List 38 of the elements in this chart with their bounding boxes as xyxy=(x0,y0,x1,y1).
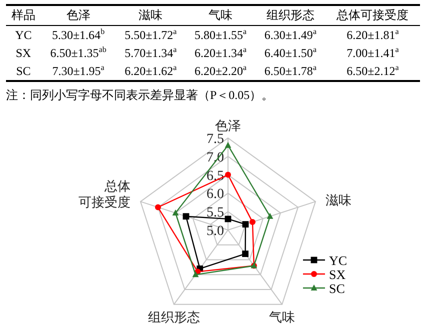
category-label: 样品 xyxy=(10,7,36,24)
legend-label: SX xyxy=(329,267,346,282)
text: 注：同列小写字母不同表示差异显著（P＜0.05）。 xyxy=(6,87,275,104)
y-tick-label: 5.5 xyxy=(206,206,224,221)
text: 5.30±1.64$^{b}$ xyxy=(52,27,105,42)
category-label: 色泽 xyxy=(65,7,92,24)
legend-label: YC xyxy=(329,253,348,268)
y-tick-label: 5.0 xyxy=(206,224,224,239)
spoke-label: 滋味 xyxy=(325,192,352,208)
text: 6.30±1.49$^{a}$ xyxy=(264,27,316,42)
text: 6.40±1.50$^{a}$ xyxy=(264,45,316,60)
text: 7.00±1.41$^{a}$ xyxy=(346,45,399,60)
text: 5.80±1.55$^{a}$ xyxy=(194,27,247,42)
spoke-label: 组织形态 xyxy=(148,309,200,324)
text: 6.20±1.81$^{a}$ xyxy=(346,27,399,42)
spoke-label: 总体可接受度 xyxy=(78,178,131,210)
text: 5.50±1.72$^{a}$ xyxy=(124,27,177,42)
category-label: 组织形态 xyxy=(265,7,316,24)
y-tick-label: 7.5 xyxy=(206,132,224,147)
text: 6.20±2.20$^{a}$ xyxy=(194,63,247,78)
y-tick-label: 6.0 xyxy=(206,187,224,202)
text: 6.50±1.78$^{a}$ xyxy=(264,63,316,78)
text: 6.20±1.34$^{a}$ xyxy=(194,45,247,60)
category-label: SX xyxy=(16,46,32,60)
text: 6.20±1.62$^{a}$ xyxy=(124,63,177,78)
category-label: 滋味 xyxy=(138,7,164,24)
text: 6.50±1.35$^{ab}$ xyxy=(50,45,106,60)
spoke-label: 气味 xyxy=(269,309,296,324)
text: 5.70±1.34$^{a}$ xyxy=(124,45,177,60)
category-label: YC xyxy=(15,28,32,42)
spoke-label: 色泽 xyxy=(215,118,241,133)
category-label: 气味 xyxy=(208,7,234,24)
text: 6.50±2.12$^{a}$ xyxy=(346,63,399,78)
category-label: 总体可接受度 xyxy=(336,7,410,24)
y-tick-label: 6.5 xyxy=(206,168,224,184)
category-label: SC xyxy=(16,64,31,78)
legend-label: SC xyxy=(329,281,345,296)
text: 7.30±1.95$^{a}$ xyxy=(52,63,104,78)
